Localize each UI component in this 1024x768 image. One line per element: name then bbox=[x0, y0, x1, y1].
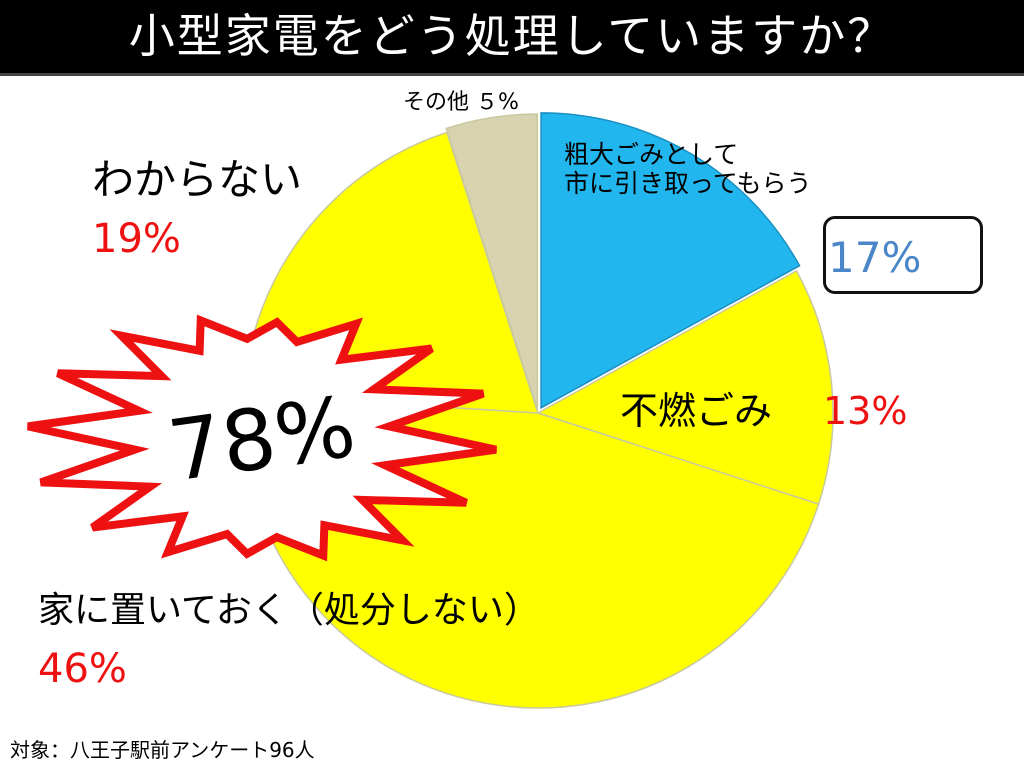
slice-label-unknown: わからない bbox=[92, 155, 303, 204]
title-bar: 小型家電をどう処理していますか？ bbox=[0, 0, 1024, 76]
highlight-starburst bbox=[27, 314, 497, 562]
slice-label-large-waste: 粗大ごみとして 市に引き取ってもらう bbox=[564, 140, 812, 199]
slice-value-nonburnable: 13% bbox=[823, 389, 908, 433]
slice-label-keep-at-home: 家に置いておく（処分しない） bbox=[38, 590, 540, 631]
slice-value-keep-at-home: 46% bbox=[38, 646, 127, 692]
slice-value-unknown: 19% bbox=[92, 216, 181, 262]
slice-value-other: ５% bbox=[476, 90, 519, 115]
slice-label-nonburnable: 不燃ごみ bbox=[620, 389, 773, 433]
slice-label-large-waste-line1: 粗大ごみとして bbox=[564, 140, 739, 169]
footer-note: 対象：八王子駅前アンケート96人 bbox=[10, 738, 315, 762]
slice-label-other-name: その他 bbox=[403, 90, 470, 115]
slice-value-large-waste: 17% bbox=[828, 233, 922, 282]
slice-label-other: その他 ５% bbox=[403, 90, 519, 115]
page-title: 小型家電をどう処理していますか？ bbox=[128, 9, 896, 63]
pie-slice-other bbox=[445, 113, 539, 410]
pie-slice-large-waste bbox=[540, 112, 801, 410]
highlight-box bbox=[823, 216, 983, 294]
slice-label-large-waste-line2: 市に引き取ってもらう bbox=[564, 168, 812, 198]
pie-slice-nonburnable bbox=[536, 269, 834, 506]
